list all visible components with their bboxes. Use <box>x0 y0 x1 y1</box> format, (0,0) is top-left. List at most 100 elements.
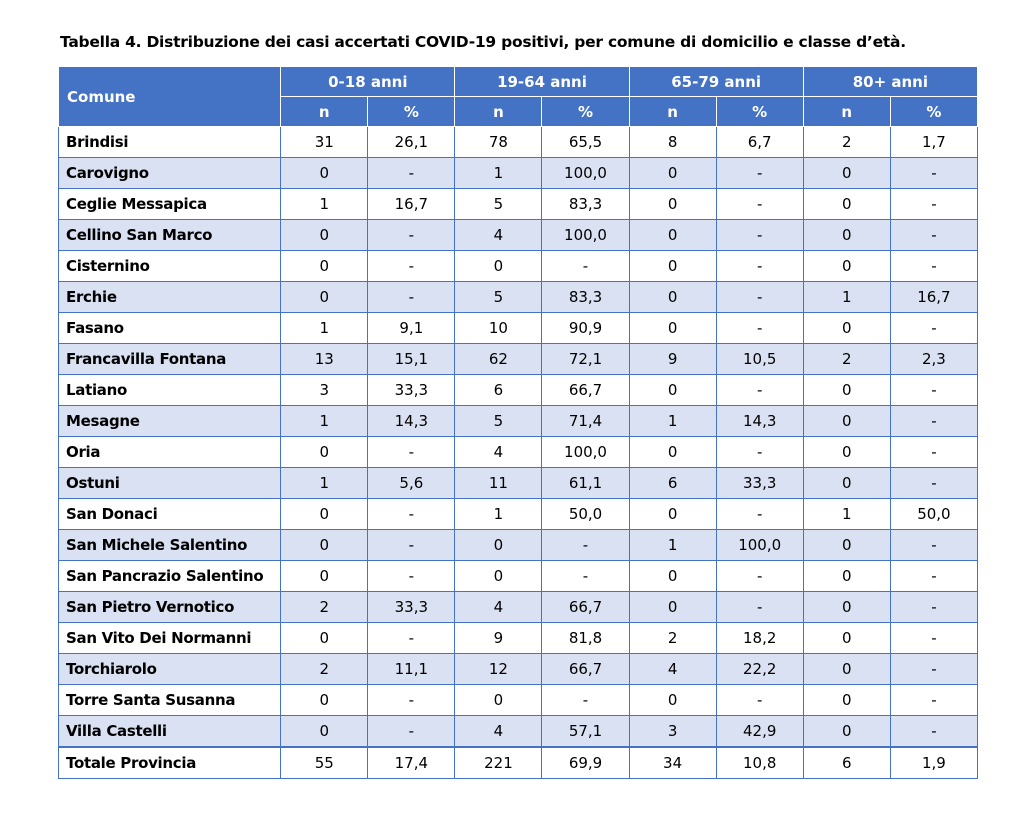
header-pct: % <box>367 96 456 127</box>
comune-cell: San Michele Salentino <box>57 529 282 561</box>
comune-cell: Oria <box>57 436 282 468</box>
table-row: San Michele Salentino 0-0-1 100,0 0- <box>57 529 979 561</box>
pct-65-79-cell: 10,5 <box>715 343 804 375</box>
table-row: Latiano 3 33,3 6 66,7 0-0- <box>57 374 979 406</box>
pct-0-18-cell: 33,3 <box>367 374 456 406</box>
pct-80-plus-cell: - <box>889 591 979 623</box>
pct-19-64-cell: 100,0 <box>541 436 630 468</box>
pct-80-plus-cell: - <box>889 188 979 220</box>
comune-cell: San Vito Dei Normanni <box>57 622 282 654</box>
pct-65-79-cell: - <box>715 188 804 220</box>
pct-19-64-cell: 100,0 <box>541 219 630 251</box>
comune-cell: Brindisi <box>57 126 282 158</box>
n-80-plus-cell: 6 <box>802 746 891 779</box>
table-row: Mesagne 1 14,3 5 71,4 1 14,3 0- <box>57 405 979 437</box>
pct-19-64-cell: 100,0 <box>541 157 630 189</box>
pct-0-18-cell: 9,1 <box>367 312 456 344</box>
comune-cell: Fasano <box>57 312 282 344</box>
pct-0-18-cell: - <box>367 219 456 251</box>
n-0-18-cell: 0 <box>280 281 369 313</box>
n-19-64-cell: 4 <box>454 715 543 748</box>
pct-19-64-cell: 69,9 <box>541 746 630 779</box>
n-19-64-cell: 4 <box>454 591 543 623</box>
pct-80-plus-cell: - <box>889 405 979 437</box>
n-0-18-cell: 55 <box>280 746 369 779</box>
n-19-64-cell: 1 <box>454 157 543 189</box>
pct-80-plus-cell: - <box>889 436 979 468</box>
table-row: Torre Santa Susanna 0-0-0-0- <box>57 684 979 716</box>
n-0-18-cell: 0 <box>280 560 369 592</box>
pct-80-plus-cell: - <box>889 529 979 561</box>
pct-19-64-cell: 71,4 <box>541 405 630 437</box>
pct-0-18-cell: - <box>367 281 456 313</box>
n-80-plus-cell: 2 <box>802 126 891 158</box>
table-row: Fasano 1 9,1 10 90,9 0-0- <box>57 312 979 344</box>
table-row: San Donaci 0-1 50,0 0-1 50,0 <box>57 498 979 530</box>
n-0-18-cell: 0 <box>280 219 369 251</box>
pct-0-18-cell: 11,1 <box>367 653 456 685</box>
n-19-64-cell: 5 <box>454 405 543 437</box>
pct-80-plus-cell: - <box>889 715 979 748</box>
pct-65-79-cell: - <box>715 157 804 189</box>
pct-80-plus-cell: - <box>889 219 979 251</box>
pct-19-64-cell: - <box>541 560 630 592</box>
comune-cell: Torre Santa Susanna <box>57 684 282 716</box>
n-65-79-cell: 0 <box>628 436 717 468</box>
n-80-plus-cell: 0 <box>802 436 891 468</box>
pct-65-79-cell: 33,3 <box>715 467 804 499</box>
n-19-64-cell: 1 <box>454 498 543 530</box>
n-65-79-cell: 6 <box>628 467 717 499</box>
n-19-64-cell: 5 <box>454 281 543 313</box>
pct-65-79-cell: - <box>715 250 804 282</box>
n-0-18-cell: 0 <box>280 157 369 189</box>
n-0-18-cell: 0 <box>280 715 369 748</box>
n-19-64-cell: 0 <box>454 684 543 716</box>
n-80-plus-cell: 0 <box>802 467 891 499</box>
pct-65-79-cell: - <box>715 312 804 344</box>
pct-65-79-cell: 22,2 <box>715 653 804 685</box>
pct-19-64-cell: - <box>541 684 630 716</box>
pct-0-18-cell: - <box>367 684 456 716</box>
pct-65-79-cell: 18,2 <box>715 622 804 654</box>
n-80-plus-cell: 0 <box>802 653 891 685</box>
n-80-plus-cell: 0 <box>802 560 891 592</box>
pct-0-18-cell: - <box>367 622 456 654</box>
n-80-plus-cell: 1 <box>802 498 891 530</box>
n-80-plus-cell: 0 <box>802 405 891 437</box>
table-row: Cisternino 0-0-0-0- <box>57 250 979 282</box>
n-80-plus-cell: 0 <box>802 715 891 748</box>
table-row: Ceglie Messapica 1 16,7 5 83,3 0-0- <box>57 188 979 220</box>
pct-0-18-cell: - <box>367 529 456 561</box>
pct-19-64-cell: 65,5 <box>541 126 630 158</box>
comune-cell: Francavilla Fontana <box>57 343 282 375</box>
comune-cell: Totale Provincia <box>57 746 282 779</box>
n-19-64-cell: 221 <box>454 746 543 779</box>
n-80-plus-cell: 0 <box>802 312 891 344</box>
n-65-79-cell: 1 <box>628 405 717 437</box>
total-row: Totale Provincia 55 17,4 221 69,9 34 10,8 6 1,9 <box>57 746 979 779</box>
n-65-79-cell: 0 <box>628 374 717 406</box>
n-65-79-cell: 4 <box>628 653 717 685</box>
n-80-plus-cell: 0 <box>802 529 891 561</box>
comune-cell: Mesagne <box>57 405 282 437</box>
n-19-64-cell: 12 <box>454 653 543 685</box>
header-group-65-79: 65-79 anni <box>628 66 804 97</box>
table-row: Cellino San Marco 0-4 100,0 0-0- <box>57 219 979 251</box>
pct-80-plus-cell: 1,9 <box>889 746 979 779</box>
n-80-plus-cell: 0 <box>802 622 891 654</box>
header-pct: % <box>541 96 630 127</box>
pct-19-64-cell: 61,1 <box>541 467 630 499</box>
n-65-79-cell: 0 <box>628 560 717 592</box>
table-body: Brindisi 31 26,1 78 65,5 8 6,7 2 1,7 Carovigno 0-1… <box>57 126 979 779</box>
pct-65-79-cell: 10,8 <box>715 746 804 779</box>
header-n: n <box>628 96 717 127</box>
pct-19-64-cell: - <box>541 250 630 282</box>
n-19-64-cell: 0 <box>454 560 543 592</box>
comune-cell: Ceglie Messapica <box>57 188 282 220</box>
n-80-plus-cell: 0 <box>802 250 891 282</box>
comune-cell: Carovigno <box>57 157 282 189</box>
pct-19-64-cell: 66,7 <box>541 653 630 685</box>
pct-65-79-cell: 6,7 <box>715 126 804 158</box>
n-0-18-cell: 0 <box>280 436 369 468</box>
n-19-64-cell: 0 <box>454 529 543 561</box>
